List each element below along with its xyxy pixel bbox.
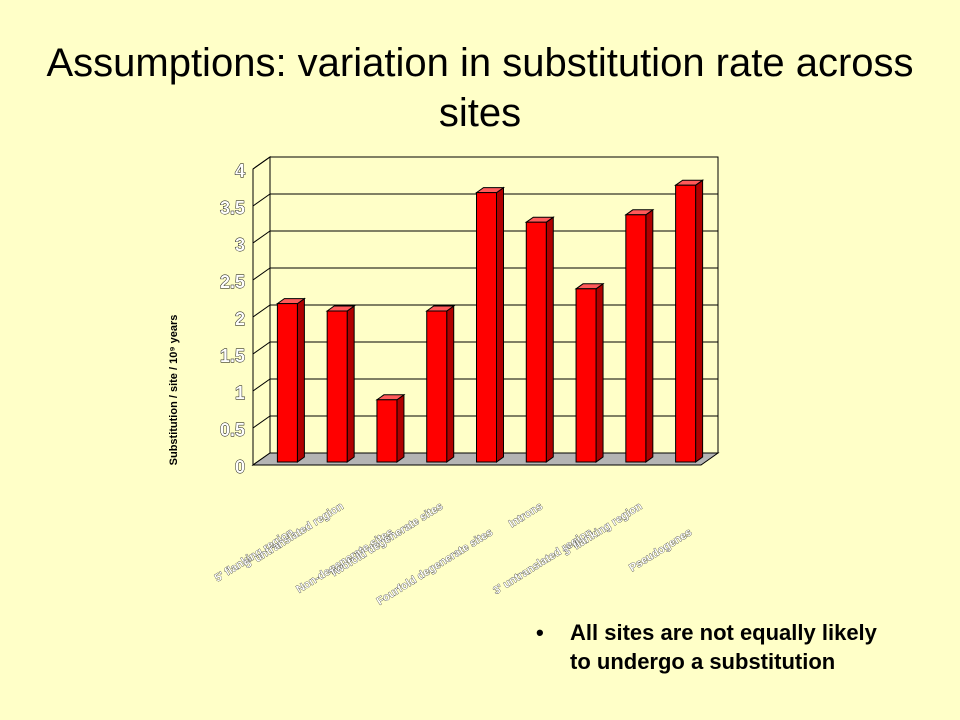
y-tick-label: 0 [235, 457, 245, 477]
slide-title: Assumptions: variation in substitution r… [46, 41, 914, 135]
y-axis-label: Substitution / site / 10⁹ years [168, 315, 180, 466]
bar [275, 297, 306, 463]
bar-front [625, 214, 647, 463]
bar-front [426, 310, 448, 463]
y-tick-label: 2 [235, 309, 245, 329]
x-category-label: Introns [507, 500, 545, 530]
bullet-text: All sites are not equally likely to unde… [570, 620, 877, 674]
gridline [252, 267, 718, 281]
gridline [252, 156, 718, 170]
bar-side [446, 305, 455, 463]
bar [474, 186, 506, 463]
bar [325, 305, 356, 463]
bar-side [545, 216, 554, 463]
bar [674, 179, 705, 463]
bar-front [476, 192, 497, 463]
bar [624, 208, 655, 463]
bar-side [496, 186, 504, 463]
bar-side [396, 393, 405, 463]
bar [524, 216, 555, 463]
bar [375, 393, 406, 463]
y-tick-label: 3 [235, 235, 245, 255]
y-tick-label: 2.5 [220, 272, 245, 292]
chart-gridlines [252, 156, 718, 429]
y-tick-label: 4 [235, 161, 245, 181]
bullet-symbol: • [536, 620, 544, 645]
gridline [252, 415, 718, 429]
y-tick-labels: 0 0.5 1 1.5 2 2.5 3 3.5 4 [220, 161, 246, 478]
y-tick-label: 0.5 [220, 420, 245, 440]
bar-side [695, 179, 704, 463]
gridline [252, 193, 718, 207]
bar-front [276, 303, 298, 463]
bar-side [645, 208, 654, 463]
bar-front [575, 288, 597, 463]
bar [574, 282, 605, 463]
chart-bars [275, 179, 705, 463]
bar-front [675, 184, 697, 463]
x-category-label: 3' flanking region [561, 500, 644, 558]
y-tick-label: 1.5 [220, 346, 245, 366]
bar [425, 305, 456, 463]
bar-front [525, 221, 547, 463]
gridline [252, 378, 718, 392]
bar-front [326, 310, 348, 463]
bar-side [595, 282, 604, 463]
y-tick-label: 1 [235, 383, 245, 403]
y-tick-label: 3.5 [220, 198, 245, 218]
gridline [252, 341, 718, 355]
x-category-label: 5' untranslated region [242, 500, 346, 571]
gridline [252, 304, 718, 318]
bar-side [296, 297, 305, 463]
bar-front [376, 399, 398, 463]
gridline [252, 230, 718, 244]
bar-side [346, 305, 355, 463]
x-category-label: Pseudogenes [627, 526, 694, 574]
